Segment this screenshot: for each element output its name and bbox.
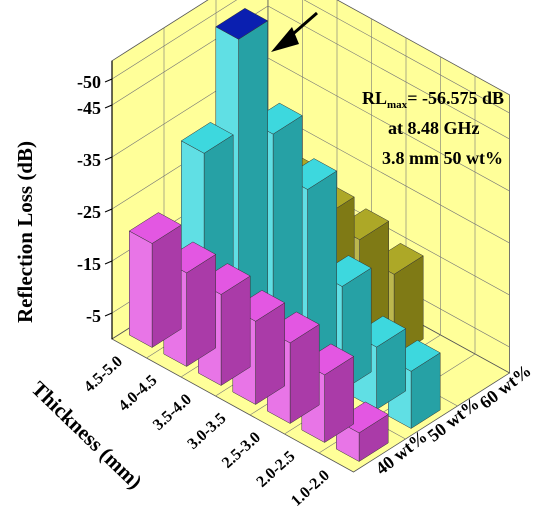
annotation-thickness: 3.8 mm 50 wt% — [382, 148, 503, 168]
x-tick-label: 2.5-3.0 — [219, 429, 264, 472]
x-tick-label: 4.0-4.5 — [115, 372, 160, 415]
y-tick — [104, 156, 113, 161]
bar-front-face — [151, 224, 182, 348]
bar-side-face — [129, 230, 153, 348]
x-tick-label: 3.0-3.5 — [184, 410, 229, 453]
annotation-rlmax: RLmax= -56.575 dB — [362, 88, 504, 111]
annotation-rl: RL — [362, 88, 387, 108]
y-tick-label: -5 — [86, 306, 101, 326]
max-arrow — [271, 11, 318, 52]
y-tick — [104, 104, 113, 109]
bar-top-max — [215, 8, 269, 40]
x-tick-label: 4.5-5.0 — [81, 353, 126, 396]
x-tick-label: 2.0-2.5 — [253, 448, 298, 491]
y-tick-label: -45 — [77, 98, 101, 118]
y-tick — [104, 260, 113, 265]
bar-front-face — [220, 275, 251, 386]
y-axis: -5 -15 -25 -35 -45 -50 — [77, 60, 113, 339]
annotation-rl-value: = -56.575 dB — [407, 88, 504, 108]
y-tick — [104, 78, 113, 83]
y-tick-label: -15 — [77, 254, 101, 274]
y-tick — [104, 208, 113, 213]
y-tick-label: -35 — [77, 150, 101, 170]
annotation-rl-sub: max — [387, 99, 408, 111]
annotation-frequency: at 8.48 GHz — [388, 118, 480, 138]
x-tick-label: 3.5-4.0 — [150, 391, 195, 434]
bar-top-face — [128, 212, 182, 244]
bar-top-face — [180, 122, 234, 154]
chart-bars — [128, 8, 441, 462]
y-tick-label: -50 — [77, 72, 101, 92]
arrow-head — [271, 27, 299, 52]
annotation: RLmax= -56.575 dB at 8.48 GHz 3.8 mm 50 wt… — [362, 88, 504, 168]
y-axis-label: Reflection Loss (dB) — [13, 141, 37, 323]
bar-40wt-4.5-5.0 — [128, 212, 182, 348]
y-tick — [104, 312, 113, 317]
x-tick-label: 1.0-2.0 — [288, 467, 333, 510]
bar-front-face — [186, 253, 216, 367]
y-tick-label: -25 — [77, 202, 101, 222]
